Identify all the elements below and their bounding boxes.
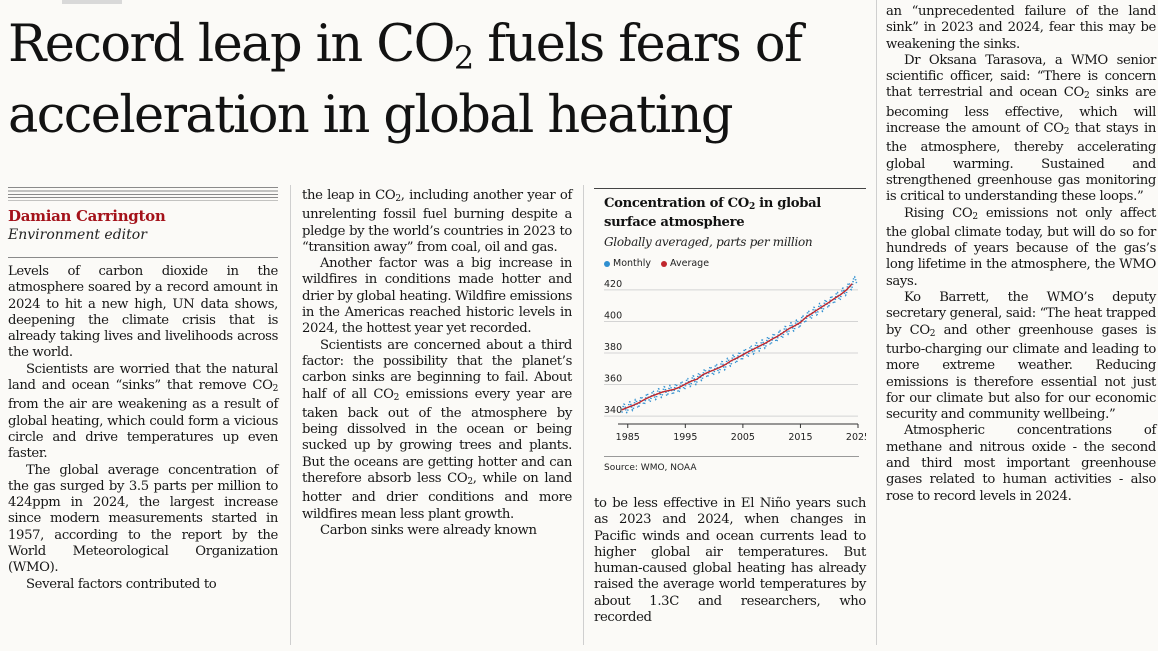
series-average-line: [621, 283, 853, 411]
x-tick-label: 2025: [846, 432, 866, 443]
paragraph: Atmospheric concentrations of methane an…: [886, 423, 1156, 504]
author-role: Environment editor: [8, 227, 147, 243]
byline-bottom-rule: [8, 257, 278, 258]
x-tick-label: 1995: [673, 432, 697, 443]
paragraph: The global average concentration of the …: [8, 462, 278, 576]
paragraph: the leap in CO2, including another year …: [302, 188, 572, 255]
article-column-1: Levels of carbon dioxide in the atmosphe…: [8, 264, 278, 593]
x-tick-label: 1985: [616, 432, 640, 443]
chart-top-rule: [594, 188, 866, 189]
article-column-2: the leap in CO2, including another year …: [302, 188, 572, 539]
headline-subscript: 2: [453, 39, 474, 77]
byline-rule: [8, 187, 278, 201]
column-divider: [583, 185, 584, 645]
paragraph: Scientists are worried that the natural …: [8, 361, 278, 462]
top-tab-marker: [62, 0, 122, 4]
column-divider: [290, 185, 291, 645]
chart-legend: Monthly Average: [604, 258, 709, 269]
author-name[interactable]: Damian Carrington: [8, 207, 166, 225]
series-monthly-line: [621, 275, 858, 414]
y-tick-label: 380: [604, 342, 622, 353]
legend-monthly: Monthly: [604, 258, 651, 269]
paragraph: Rising CO2 emissions not only affect the…: [886, 205, 1156, 289]
x-tick-label: 2015: [788, 432, 812, 443]
headline: Record leap in CO2 fuels fears of accele…: [8, 16, 888, 144]
chart-source: Source: WMO, NOAA: [604, 463, 697, 473]
y-tick-label: 420: [604, 279, 622, 290]
legend-monthly-dot: [604, 260, 610, 267]
paragraph: to be less effective in El Niño years su…: [594, 496, 866, 626]
paragraph: Another factor was a big increase in wil…: [302, 256, 572, 337]
chart-title: Concentration of CO2 in global surface a…: [604, 196, 821, 230]
paragraph: Levels of carbon dioxide in the atmosphe…: [8, 264, 278, 361]
legend-average-dot: [661, 260, 668, 267]
y-tick-label: 400: [604, 310, 622, 321]
legend-average: Average: [661, 258, 709, 269]
paragraph: Several factors contributed to: [26, 576, 217, 592]
chart-bottom-rule: [604, 456, 859, 457]
headline-line2: acceleration in global heating: [8, 86, 734, 145]
paragraph: Carbon sinks were already known: [320, 522, 537, 538]
column-divider: [876, 0, 877, 645]
article-column-4: an “unprecedented failure of the land si…: [886, 4, 1156, 505]
article-column-3: to be less effective in El Niño years su…: [594, 496, 866, 626]
y-tick-label: 360: [604, 374, 622, 385]
paragraph: Dr Oksana Tarasova, a WMO senior scienti…: [886, 52, 1156, 205]
y-tick-label: 340: [604, 405, 622, 416]
co2-chart: Concentration of CO2 in global surface a…: [594, 188, 866, 478]
chart-subtitle: Globally averaged, parts per million: [604, 235, 813, 249]
paragraph: Scientists are concerned about a third f…: [302, 337, 573, 522]
headline-line1: Record leap in CO2 fuels fears of: [8, 15, 803, 77]
paragraph: an “unprecedented failure of the land si…: [886, 4, 1156, 52]
chart-plot: 340 360 380 400 420 1985 1995 2005 2015 2025: [604, 275, 866, 443]
x-tick-label: 2005: [731, 432, 755, 443]
paragraph: Ko Barrett, the WMO’s deputy secretary g…: [886, 290, 1156, 423]
